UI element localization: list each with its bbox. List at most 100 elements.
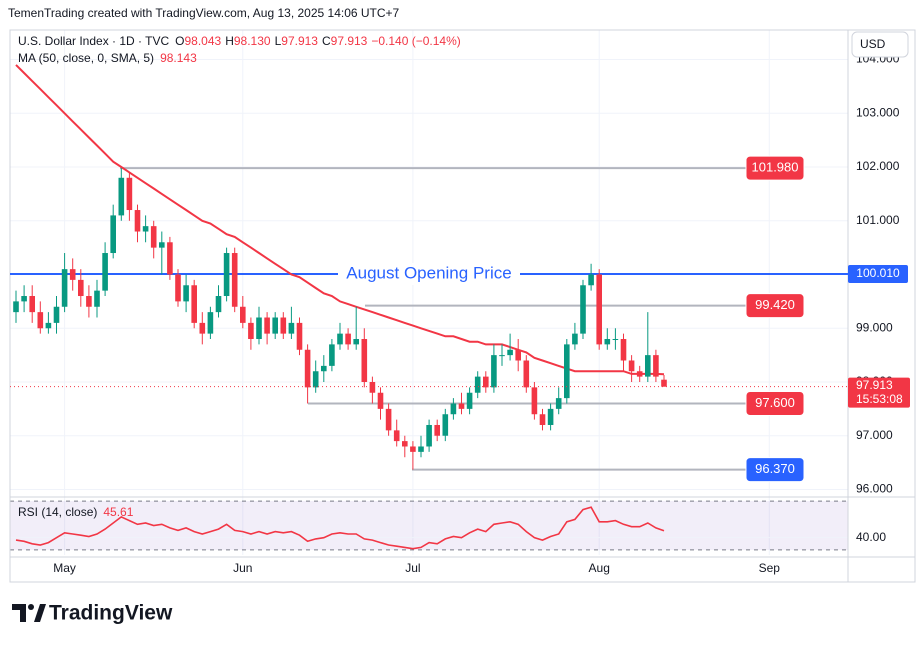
candle-body (645, 355, 651, 377)
currency-box[interactable] (851, 31, 909, 58)
o-value: 98.043 (185, 34, 222, 48)
candle-body (134, 210, 141, 232)
candle-body (321, 365, 327, 372)
h-key: H (225, 34, 234, 48)
l-key: L (275, 34, 282, 48)
currency-button[interactable]: USD (851, 31, 909, 58)
level-label: 101.980 (752, 160, 799, 175)
candle-body (167, 242, 173, 275)
candle-body (78, 279, 84, 297)
level-box (745, 457, 805, 483)
y-tick-label: 101.000 (856, 213, 900, 227)
candle-body (150, 226, 157, 248)
change: −0.140 (−0.14%) (371, 34, 460, 48)
candle-body (94, 290, 100, 307)
candle-body (272, 317, 278, 334)
rsi-tick-label: 40.00 (856, 530, 886, 544)
o-key: O (175, 34, 184, 48)
candle-body (393, 430, 400, 442)
candle-body (636, 371, 643, 377)
candle-body (215, 296, 222, 313)
candle-body (296, 322, 303, 350)
logo-mark (12, 604, 26, 622)
ma-line (15, 64, 665, 376)
candle-body (231, 253, 238, 307)
candle-body (175, 274, 181, 302)
candle-body (240, 306, 246, 323)
level-box (745, 155, 805, 181)
marks-layer: 96.00097.00098.00099.000100.000101.00010… (10, 52, 910, 575)
logo: TradingView (12, 602, 173, 625)
y-tick-label: 99.000 (856, 320, 893, 334)
countdown: 15:53:08 (856, 392, 903, 406)
candle-body (337, 333, 343, 345)
august-open-text-bg (338, 262, 520, 285)
candle-body (580, 285, 586, 334)
candle-body (596, 274, 602, 345)
y-tick-label: 97.000 (856, 428, 893, 442)
candle-body (653, 355, 659, 377)
candle-body (329, 344, 335, 366)
candle-body (523, 360, 530, 388)
candle-body (126, 177, 133, 211)
candle-body (564, 344, 570, 399)
candle-body (539, 414, 546, 425)
candle-body (102, 253, 108, 291)
candle-body (612, 339, 619, 341)
x-tick-label: Jun (233, 561, 252, 575)
candle-body (628, 360, 635, 372)
last-price-label: 97.913 (856, 378, 893, 392)
candle-body (45, 322, 52, 329)
candle-body (418, 446, 424, 452)
candle-body (304, 349, 311, 388)
candle-body (183, 285, 189, 302)
level-box (745, 390, 805, 416)
currency[interactable]: USD (860, 37, 886, 51)
rsi-line (15, 506, 665, 550)
candle-body (466, 392, 473, 409)
candle-body (507, 349, 513, 356)
candle-body (345, 333, 351, 345)
candle-body (13, 301, 19, 313)
rsi-value: 45.61 (103, 505, 133, 519)
candle-body (385, 408, 392, 431)
candle-body (248, 322, 254, 340)
candle-body (207, 312, 214, 334)
rsi-band (10, 501, 848, 550)
rsi-name: RSI (14, close) (18, 505, 97, 519)
candle-body (118, 177, 125, 216)
candle-body (604, 339, 611, 345)
c-value: 97.913 (331, 34, 368, 48)
x-tick-label: Sep (759, 561, 781, 575)
ma-value: 98.143 (160, 51, 197, 65)
logo-text: TradingView (49, 602, 173, 625)
august-open-text: August Opening Price (346, 263, 511, 282)
august-open-label: 100.010 (856, 266, 900, 280)
x-tick-label: Jul (405, 561, 420, 575)
candle-body (37, 312, 44, 329)
candle-body (402, 441, 408, 447)
candle-body (142, 226, 149, 232)
candle-body (491, 355, 497, 388)
c-key: C (322, 34, 331, 48)
candle-body (434, 424, 440, 436)
candle-body (410, 446, 416, 452)
candle-body (458, 403, 465, 409)
h-value: 98.130 (234, 34, 271, 48)
candle-body (288, 322, 295, 334)
candle-body (661, 379, 667, 387)
candle-body (21, 296, 27, 302)
candle-body (588, 274, 594, 286)
level-box (745, 293, 805, 319)
candle-body (531, 387, 538, 415)
candle-body (223, 253, 230, 297)
candle-body (312, 371, 319, 388)
candle-body (361, 339, 368, 382)
level-label: 97.600 (755, 395, 795, 410)
x-tick-label: May (53, 561, 76, 575)
candle-body (442, 414, 449, 436)
candle-body (483, 376, 489, 388)
l-value: 97.913 (281, 34, 318, 48)
candle-body (29, 296, 35, 313)
